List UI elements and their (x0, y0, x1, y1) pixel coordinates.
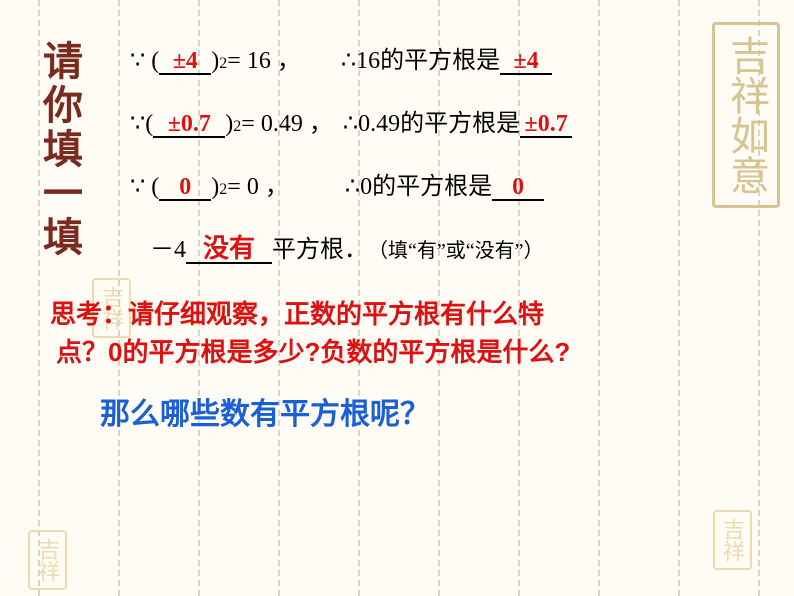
thinking-line1: 请仔细观察，正数的平方根有什么特 (128, 299, 544, 329)
because-symbol: ∵ (130, 46, 145, 75)
eq-text: = 0 ， (227, 166, 289, 201)
exponent: 2 (219, 55, 227, 73)
thinking-block: 思考：请仔细观察，正数的平方根有什么特 点？0的平方根是多少?负数的平方根是什么… (50, 296, 764, 371)
thinking-label: 思考： (50, 299, 128, 329)
neg4-text: －4 (150, 229, 186, 264)
fill-row-1: ∵ ( ±4 )2 = 16 ， ∴ 16的平方根是 ±4 (90, 40, 764, 75)
blank-1-left: ±4 (159, 49, 211, 75)
eq-text: = 16 ， (227, 40, 301, 75)
blank-3-left: 0 (159, 175, 211, 201)
vertical-title: 请你填一填 (30, 40, 88, 260)
blank-3-right: 0 (492, 175, 544, 201)
therefore-symbol: ∴ (343, 109, 358, 138)
exponent: 2 (219, 181, 227, 199)
therefore-symbol: ∴ (341, 46, 356, 75)
right-text: 16的平方根是 (356, 40, 500, 75)
right-text: 0.49的平方根是 (358, 103, 520, 138)
blank-2-right: ±0.7 (520, 112, 572, 138)
fill-row-3: ∵ ( 0 )2 = 0 ， ∴ 0的平方根是 0 (90, 166, 764, 201)
because-symbol: ∵ (130, 109, 145, 138)
right-text: 0的平方根是 (360, 166, 492, 201)
fill-note: （填“有”或“没有”） (368, 234, 544, 263)
which-question: 那么哪些数有平方根呢？ (100, 389, 764, 433)
blank-4: 没有 (186, 236, 272, 264)
fill-row-4: －4 没有 平方根． （填“有”或“没有”） (90, 229, 764, 264)
seal-small-2: 吉祥 (28, 530, 67, 590)
because-symbol: ∵ (130, 172, 145, 201)
blank-1-right: ±4 (500, 49, 552, 75)
thinking-line2: 点？0的平方根是多少?负数的平方根是什么? (56, 337, 570, 367)
seal-small-3: 吉祥 (713, 510, 752, 570)
eq-text: = 0.49 ， (241, 103, 333, 138)
fill-row-2: ∵ ( ±0.7 )2 = 0.49 ， ∴ 0.49的平方根是 ±0.7 (90, 103, 764, 138)
main-content: ∵ ( ±4 )2 = 16 ， ∴ 16的平方根是 ±4 ∵ ( ±0.7 )… (90, 40, 764, 433)
blank-2-left: ±0.7 (153, 112, 225, 138)
therefore-symbol: ∴ (345, 172, 360, 201)
tail-text: 平方根． (272, 229, 368, 264)
exponent: 2 (233, 118, 241, 136)
